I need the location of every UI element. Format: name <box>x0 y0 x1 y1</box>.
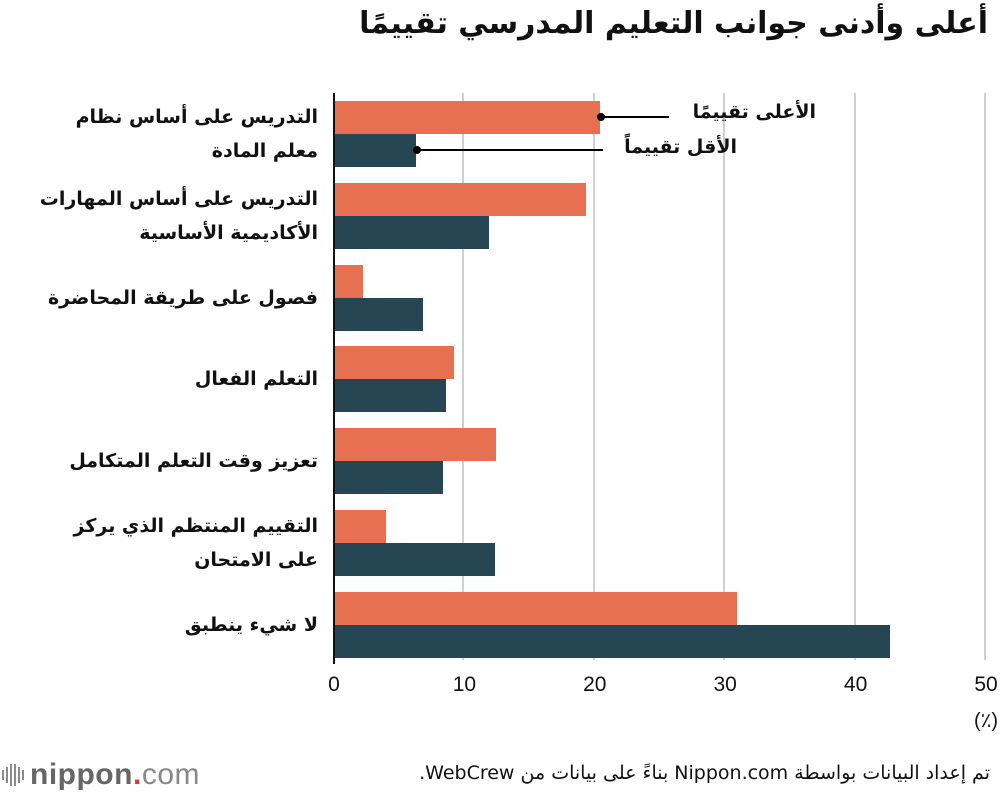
category-label: تعزيز وقت التعلم المتكامل <box>69 444 318 478</box>
bar-high <box>333 428 496 462</box>
gridline <box>462 93 465 660</box>
x-axis-unit: (٪) <box>973 710 998 732</box>
x-tick-label: 50 <box>974 673 998 696</box>
category-label-line: التقييم المنتظم الذي يركز <box>73 515 319 537</box>
gridline <box>592 93 595 660</box>
bar-low <box>333 215 490 249</box>
category-label: التقييم المنتظم الذي يركز على الامتحان <box>74 509 319 577</box>
bar-high <box>333 264 363 298</box>
x-tick-label: 20 <box>583 673 607 696</box>
category-label-line: التدريس على أساس نظام <box>75 106 318 128</box>
category-label-line: فصول على طريقة المحاضرة <box>47 286 318 309</box>
category-label-line: الأكاديمية الأساسية <box>139 221 318 244</box>
legend-high-line <box>601 116 669 118</box>
gridline <box>723 93 726 660</box>
category-label: فصول على طريقة المحاضرة <box>48 281 318 315</box>
bar-high <box>333 182 586 216</box>
category-label-line: التعلم الفعال <box>194 368 318 391</box>
bar-low <box>333 624 890 658</box>
gridline <box>984 93 986 660</box>
x-tick-label: 10 <box>452 673 477 696</box>
source-note: تم إعداد البيانات بواسطة Nippon.com بناء… <box>419 762 990 784</box>
legend-low-line <box>417 149 603 151</box>
bar-high <box>333 101 601 134</box>
category-label-line: لا شيء ينطبق <box>184 613 318 636</box>
x-tick-label: 0 <box>328 673 340 696</box>
bar-low <box>333 297 423 331</box>
bar-high <box>333 346 455 380</box>
category-label: التدريس على أساس المهارات الأكاديمية الأس… <box>40 182 318 250</box>
plot-area <box>333 93 986 660</box>
category-label-line: معلم المادة <box>211 140 318 162</box>
category-label-line: على الامتحان <box>194 549 318 571</box>
bar-high <box>333 510 387 543</box>
nippon-logo: nippon.com <box>2 758 200 792</box>
legend-low-label: الأقل تقييماً <box>624 136 737 158</box>
chart-title: أعلى وأدنى جوانب التعليم المدرسي تقييمًا <box>359 6 988 41</box>
category-label: التعلم الفعال <box>195 362 318 396</box>
category-label: لا شيء ينطبق <box>185 608 318 642</box>
category-label: التدريس على أساس نظام معلم المادة <box>76 100 318 168</box>
y-axis-line <box>333 93 335 664</box>
bar-low <box>333 461 443 495</box>
gridline <box>853 93 856 660</box>
category-label-line: تعزيز وقت التعلم المتكامل <box>69 450 318 473</box>
logo-wordmark: nippon.com <box>30 758 200 791</box>
category-label-line: التدريس على أساس المهارات <box>39 187 318 210</box>
bar-low <box>333 379 447 413</box>
bar-high <box>333 591 738 625</box>
logo-bars-icon <box>2 764 24 786</box>
x-tick-label: 40 <box>843 673 868 696</box>
bar-low <box>333 134 417 167</box>
x-tick-label: 30 <box>713 673 737 696</box>
legend-high-label: الأعلى تقييمًا <box>692 101 816 123</box>
bar-low <box>333 543 495 576</box>
